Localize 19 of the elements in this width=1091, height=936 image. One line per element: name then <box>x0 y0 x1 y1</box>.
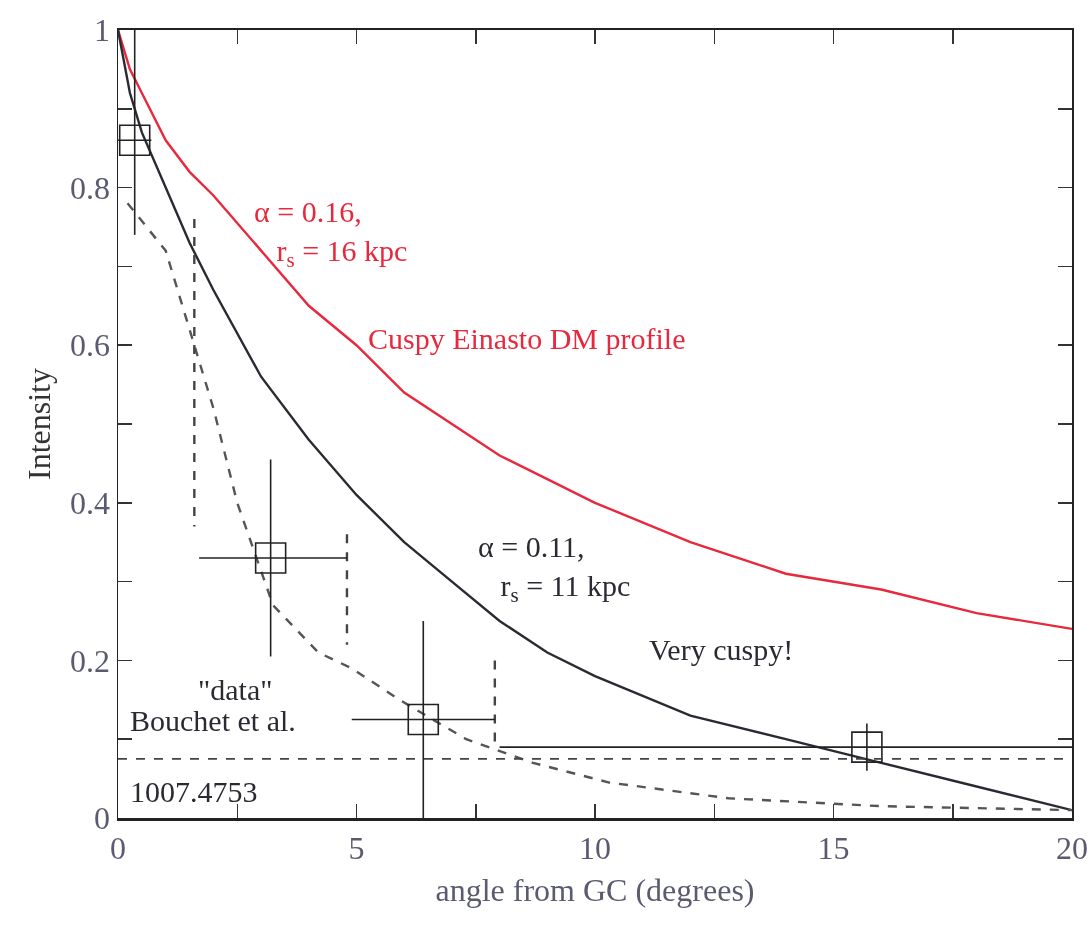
annotation: "data" <box>198 673 273 706</box>
y-tick-label: 0.2 <box>70 642 111 679</box>
y-tick-label: 0.6 <box>70 327 111 364</box>
annotation: 1007.4753 <box>130 775 258 808</box>
annotation: Very cuspy! <box>649 633 794 666</box>
annotation: Bouchet et al. <box>130 704 296 737</box>
series-label: α = 0.11, r$_{s}$ = 11 kpc <box>478 530 631 608</box>
y-tick-label: 0 <box>94 800 111 837</box>
y-axis-title: Intensity <box>20 368 57 480</box>
x-tick-label: 5 <box>348 829 365 866</box>
x-tick-label: 20 <box>1056 829 1088 866</box>
series-label: α = 0.16, r$_{s}$ = 16 kpc <box>254 195 408 273</box>
y-tick-label: 1 <box>94 12 111 49</box>
x-axis-title: angle from GC (degrees) <box>435 872 755 909</box>
x-tick-label: 15 <box>817 829 850 866</box>
annotation: Cuspy Einasto DM profile <box>368 322 686 355</box>
x-tick-label: 10 <box>579 829 611 866</box>
y-tick-label: 0.8 <box>70 169 111 206</box>
y-tick-label: 0.4 <box>70 485 111 521</box>
